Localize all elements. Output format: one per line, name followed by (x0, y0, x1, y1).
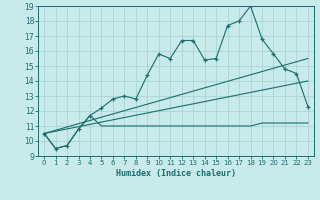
X-axis label: Humidex (Indice chaleur): Humidex (Indice chaleur) (116, 169, 236, 178)
